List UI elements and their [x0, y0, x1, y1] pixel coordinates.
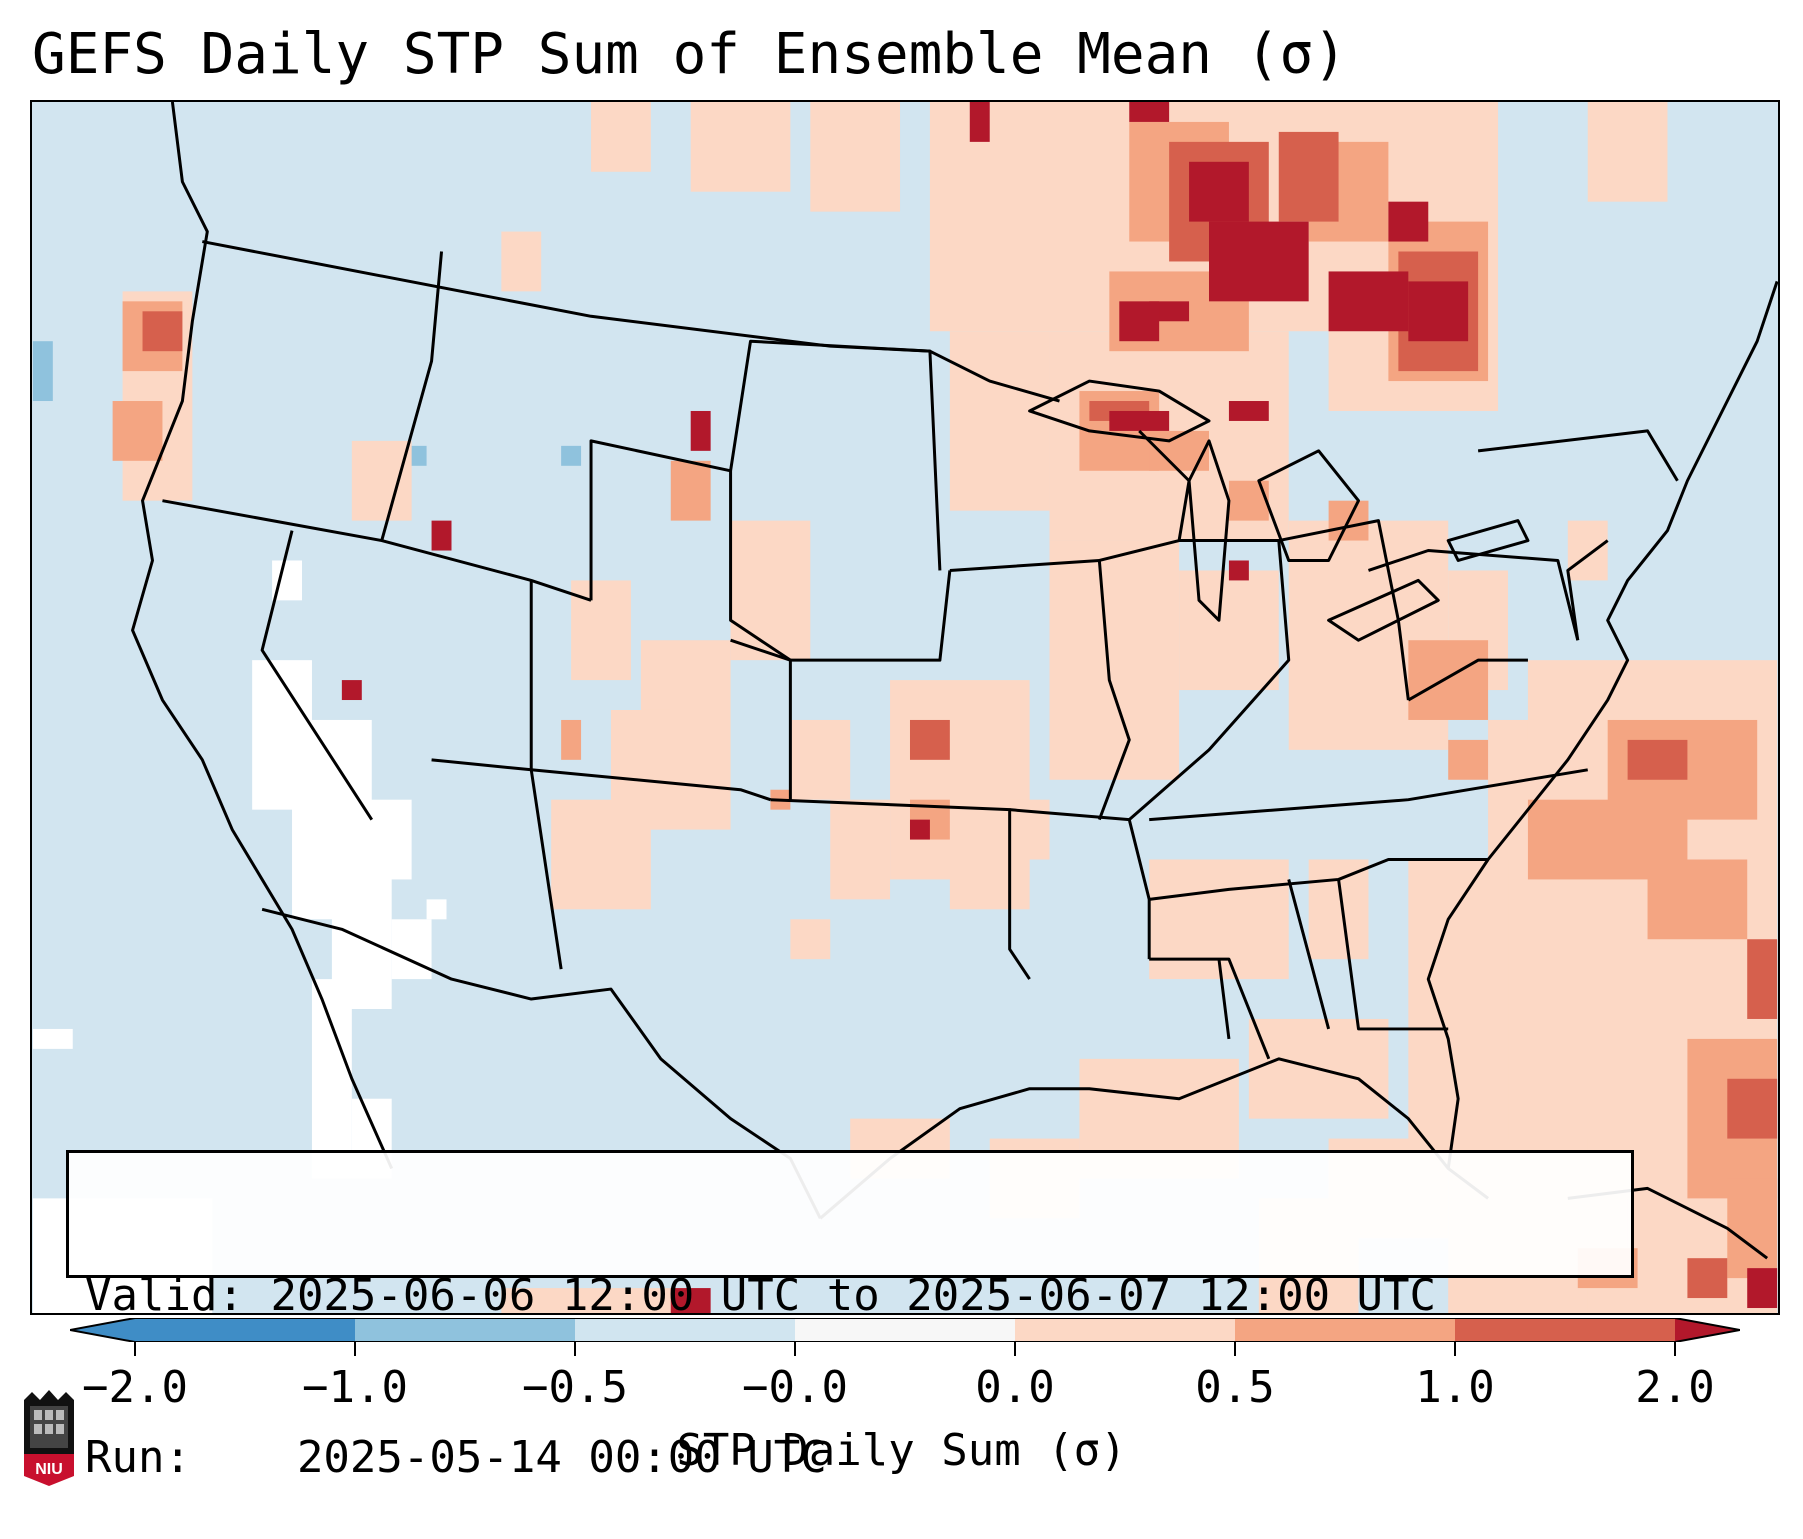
lake-erie: [1327, 578, 1440, 642]
colorbar-tick-label: 2.0: [1635, 1362, 1715, 1413]
valid-line: Valid: 2025-06-06 12:00 UTC to 2025-06-0…: [85, 1269, 1615, 1323]
valid-value: 2025-06-06 12:00 UTC to 2025-06-07 12:00…: [270, 1270, 1437, 1321]
colorbar-tick-label: −0.0: [742, 1362, 848, 1413]
colorbar-extend-high: [1675, 1318, 1740, 1342]
colorbar-tick-mark: [1454, 1342, 1456, 1356]
near-zero-negative-cells: [32, 361, 1489, 1313]
colorbar-tick-label: −2.0: [82, 1362, 188, 1413]
colorbar-segment: [795, 1318, 1016, 1342]
colorbar-segment: [575, 1318, 796, 1342]
colorbar-segment: [135, 1318, 356, 1342]
colorbar-extend-low: [70, 1318, 135, 1342]
colorbar-tick-mark: [794, 1342, 796, 1356]
colorbar-segment: [1015, 1318, 1236, 1342]
colorbar: [70, 1318, 1740, 1342]
niu-logo: NIU: [24, 1390, 74, 1486]
colorbar-tick-mark: [574, 1342, 576, 1356]
colorbar-tick-label: 1.0: [1415, 1362, 1495, 1413]
colorbar-tick-mark: [1014, 1342, 1016, 1356]
lake-michigan: [1187, 439, 1231, 622]
coastlines-borders: [131, 102, 1778, 1260]
svg-text:NIU: NIU: [35, 1461, 63, 1478]
colorbar-segment: [355, 1318, 576, 1342]
colorbar-tick-label: 0.0: [975, 1362, 1055, 1413]
colorbar-tick-mark: [354, 1342, 356, 1356]
colorbar-tick-label: 0.5: [1195, 1362, 1275, 1413]
colorbar-segment: [1235, 1318, 1456, 1342]
map-panel[interactable]: [30, 100, 1780, 1315]
mexico-border: [261, 907, 822, 1219]
pacific-coast: [131, 102, 394, 1170]
validity-info-box: Valid: 2025-06-06 12:00 UTC to 2025-06-0…: [66, 1150, 1634, 1483]
colorbar-tick-label: −0.5: [522, 1362, 628, 1413]
colorbar-segment: [1455, 1318, 1676, 1342]
run-value: 2025-05-14 00:00 UTC: [296, 1432, 827, 1483]
lake-huron: [1257, 449, 1360, 562]
colorbar-tick-mark: [1234, 1342, 1236, 1356]
gulf-coast: [819, 1057, 1489, 1220]
lake-ontario: [1446, 519, 1530, 562]
run-label: Run:: [85, 1432, 191, 1483]
lake-superior: [1028, 379, 1211, 443]
stp-map: [32, 102, 1778, 1313]
colorbar-tick-label: −1.0: [302, 1362, 408, 1413]
colorbar-tick-mark: [1674, 1342, 1676, 1356]
run-line: Run: 2025-05-14 00:00 UTC: [85, 1431, 1615, 1485]
valid-label: Valid:: [85, 1270, 244, 1321]
map-title: GEFS Daily STP Sum of Ensemble Mean (σ): [32, 22, 1347, 87]
colorbar-label: STP Daily Sum (σ): [676, 1425, 1127, 1476]
colorbar-tick-mark: [134, 1342, 136, 1356]
atlantic-coast: [1426, 280, 1778, 1169]
extreme-positive-cells: [341, 102, 1778, 1313]
